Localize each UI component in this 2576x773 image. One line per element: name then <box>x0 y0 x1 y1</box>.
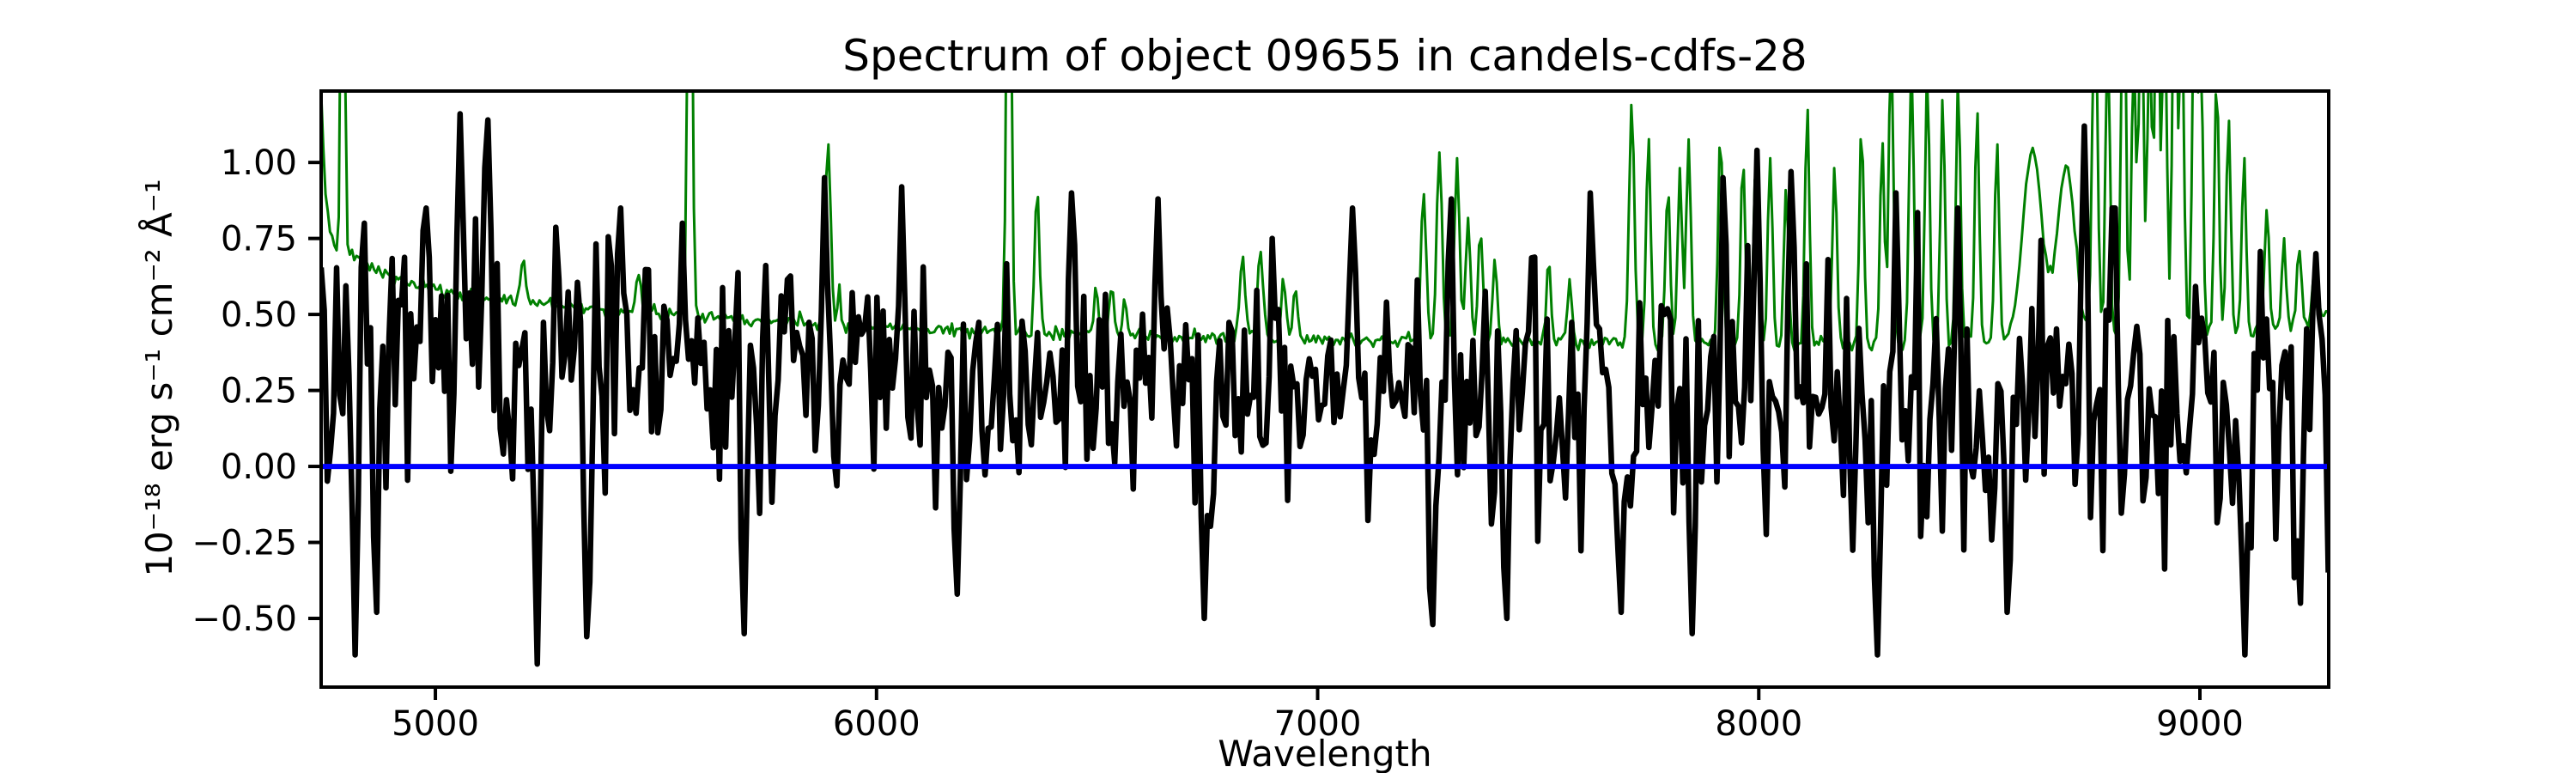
x-tick-label: 9000 <box>2156 704 2244 744</box>
y-tick-label: 0.75 <box>221 220 297 259</box>
y-tick-label: −0.50 <box>191 600 297 639</box>
y-tick-label: 0.00 <box>221 447 297 487</box>
y-tick-label: 0.25 <box>221 372 297 411</box>
y-tick-label: −0.25 <box>191 524 297 563</box>
error-spectrum-line <box>321 91 2329 352</box>
chart-title: Spectrum of object 09655 in candels-cdfs… <box>842 31 1807 81</box>
flux-spectrum-line <box>321 111 2329 667</box>
x-tick-label: 6000 <box>833 704 920 744</box>
axes-frame <box>319 89 2330 689</box>
y-axis-label: 10⁻¹⁸ erg s⁻¹ cm⁻² Å⁻¹ <box>137 179 180 576</box>
x-axis-label: Wavelength <box>1218 733 1431 773</box>
y-tick-label: 0.50 <box>221 295 297 335</box>
x-tick-label: 5000 <box>392 704 479 744</box>
x-tick-label: 7000 <box>1274 704 1362 744</box>
y-tick-label: 1.00 <box>221 143 297 183</box>
x-tick-label: 8000 <box>1715 704 1802 744</box>
